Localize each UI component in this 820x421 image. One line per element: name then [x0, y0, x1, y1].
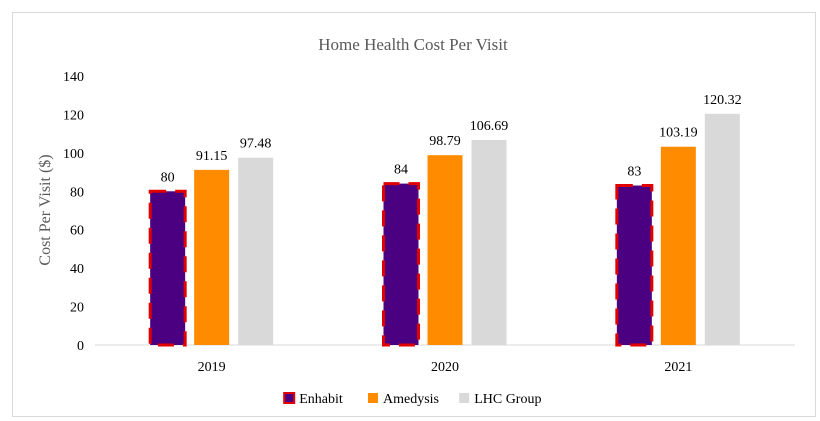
bar-amedysis-2021 [660, 146, 696, 345]
y-tick-label: 0 [77, 339, 84, 354]
legend-swatch-enhabit [283, 392, 296, 404]
data-label-lhc-group-2019: 97.48 [240, 137, 272, 152]
y-tick-label: 120 [63, 108, 84, 123]
data-label-enhabit-2021: 83 [627, 165, 641, 180]
data-label-amedysis-2021: 103.19 [659, 126, 698, 141]
bar-lhc-group-2019 [238, 157, 274, 345]
bar-amedysis-2019 [194, 169, 230, 345]
legend-label-amedysis: Amedysis [383, 392, 439, 407]
y-tick-labels: 0 20 40 60 80 100 120 140 [63, 70, 84, 354]
data-label-enhabit-2019: 80 [161, 170, 175, 185]
data-label-amedysis-2019: 91.15 [196, 149, 228, 164]
bar-lhc-group-2021 [704, 113, 740, 345]
legend-swatch-lhc-group [459, 393, 470, 403]
y-tick-label: 40 [70, 262, 84, 277]
data-label-lhc-group-2020: 106.69 [470, 119, 509, 134]
y-tick-label: 60 [70, 224, 84, 239]
chart-title: Home Health Cost Per Visit [318, 35, 508, 54]
y-tick-label: 100 [63, 147, 84, 162]
data-label-lhc-group-2021: 120.32 [703, 93, 742, 108]
x-tick-label: 2019 [198, 360, 226, 375]
data-label-amedysis-2020: 98.79 [429, 134, 461, 149]
data-labels: 80 91.15 97.48 84 98.79 106.69 83 103.19 120.32 [161, 93, 742, 185]
legend-swatch-amedysis [368, 393, 378, 403]
data-label-enhabit-2020: 84 [394, 163, 408, 178]
x-tick-label: 2021 [664, 360, 692, 375]
legend: Enhabit Amedysis LHC Group [283, 392, 541, 407]
legend-label-lhc-group: LHC Group [474, 392, 541, 407]
y-axis-label: Cost Per Visit ($) [37, 154, 54, 265]
bar-enhabit-2019 [148, 189, 187, 347]
bar-series [148, 113, 740, 347]
x-tick-labels: 2019 2020 2021 [198, 360, 693, 375]
bar-lhc-group-2020 [471, 140, 507, 345]
bar-enhabit-2021 [615, 184, 654, 347]
y-tick-label: 20 [70, 301, 84, 316]
bar-enhabit-2020 [382, 182, 420, 347]
x-tick-label: 2020 [431, 360, 459, 375]
y-tick-label: 80 [70, 185, 84, 200]
legend-label-enhabit: Enhabit [299, 392, 343, 407]
y-tick-label: 140 [63, 70, 84, 85]
bar-amedysis-2020 [427, 155, 463, 345]
